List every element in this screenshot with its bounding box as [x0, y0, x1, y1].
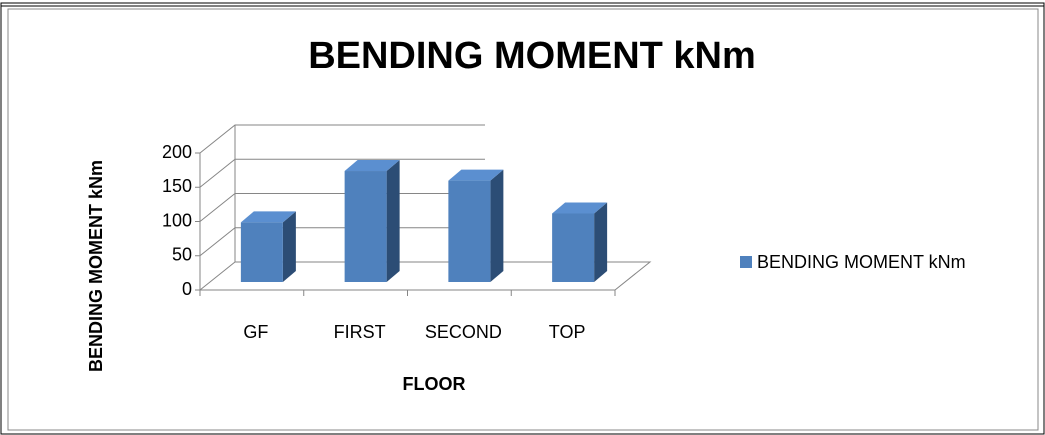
y-tick-label: 100 [162, 210, 192, 230]
y-tick-label: 150 [162, 176, 192, 196]
floor [198, 261, 652, 291]
bar-top [344, 160, 400, 172]
x-tick-label: SECOND [425, 322, 502, 342]
bar-side [282, 211, 296, 282]
grid-line [199, 124, 485, 154]
y-tick-label: 50 [172, 245, 192, 265]
x-axis-label: FLOOR [403, 374, 466, 394]
legend-label: BENDING MOMENT kNm [757, 252, 966, 272]
y-axis-label: BENDING MOMENT kNm [86, 160, 106, 372]
bar-side [490, 169, 504, 282]
bar [552, 213, 595, 282]
bar-top [552, 202, 608, 214]
chart-area [7, 8, 1039, 431]
y-tick-label: 200 [162, 142, 192, 162]
grid-line [199, 193, 485, 222]
chart-title: BENDING MOMENT kNm [308, 35, 756, 77]
x-tick-label: FIRST [334, 322, 386, 342]
bar [240, 222, 283, 282]
bar-side [594, 202, 608, 282]
bar [344, 171, 387, 282]
x-tick-label: TOP [549, 322, 586, 342]
bar-top [240, 211, 296, 223]
x-tick-label: GF [243, 322, 268, 342]
y-tick-label: 0 [182, 279, 192, 299]
bar-top [448, 169, 504, 181]
bar-side [386, 160, 400, 282]
grid-line [199, 158, 485, 188]
legend-swatch [740, 256, 752, 268]
grid-line [199, 227, 485, 257]
bar [448, 180, 491, 282]
